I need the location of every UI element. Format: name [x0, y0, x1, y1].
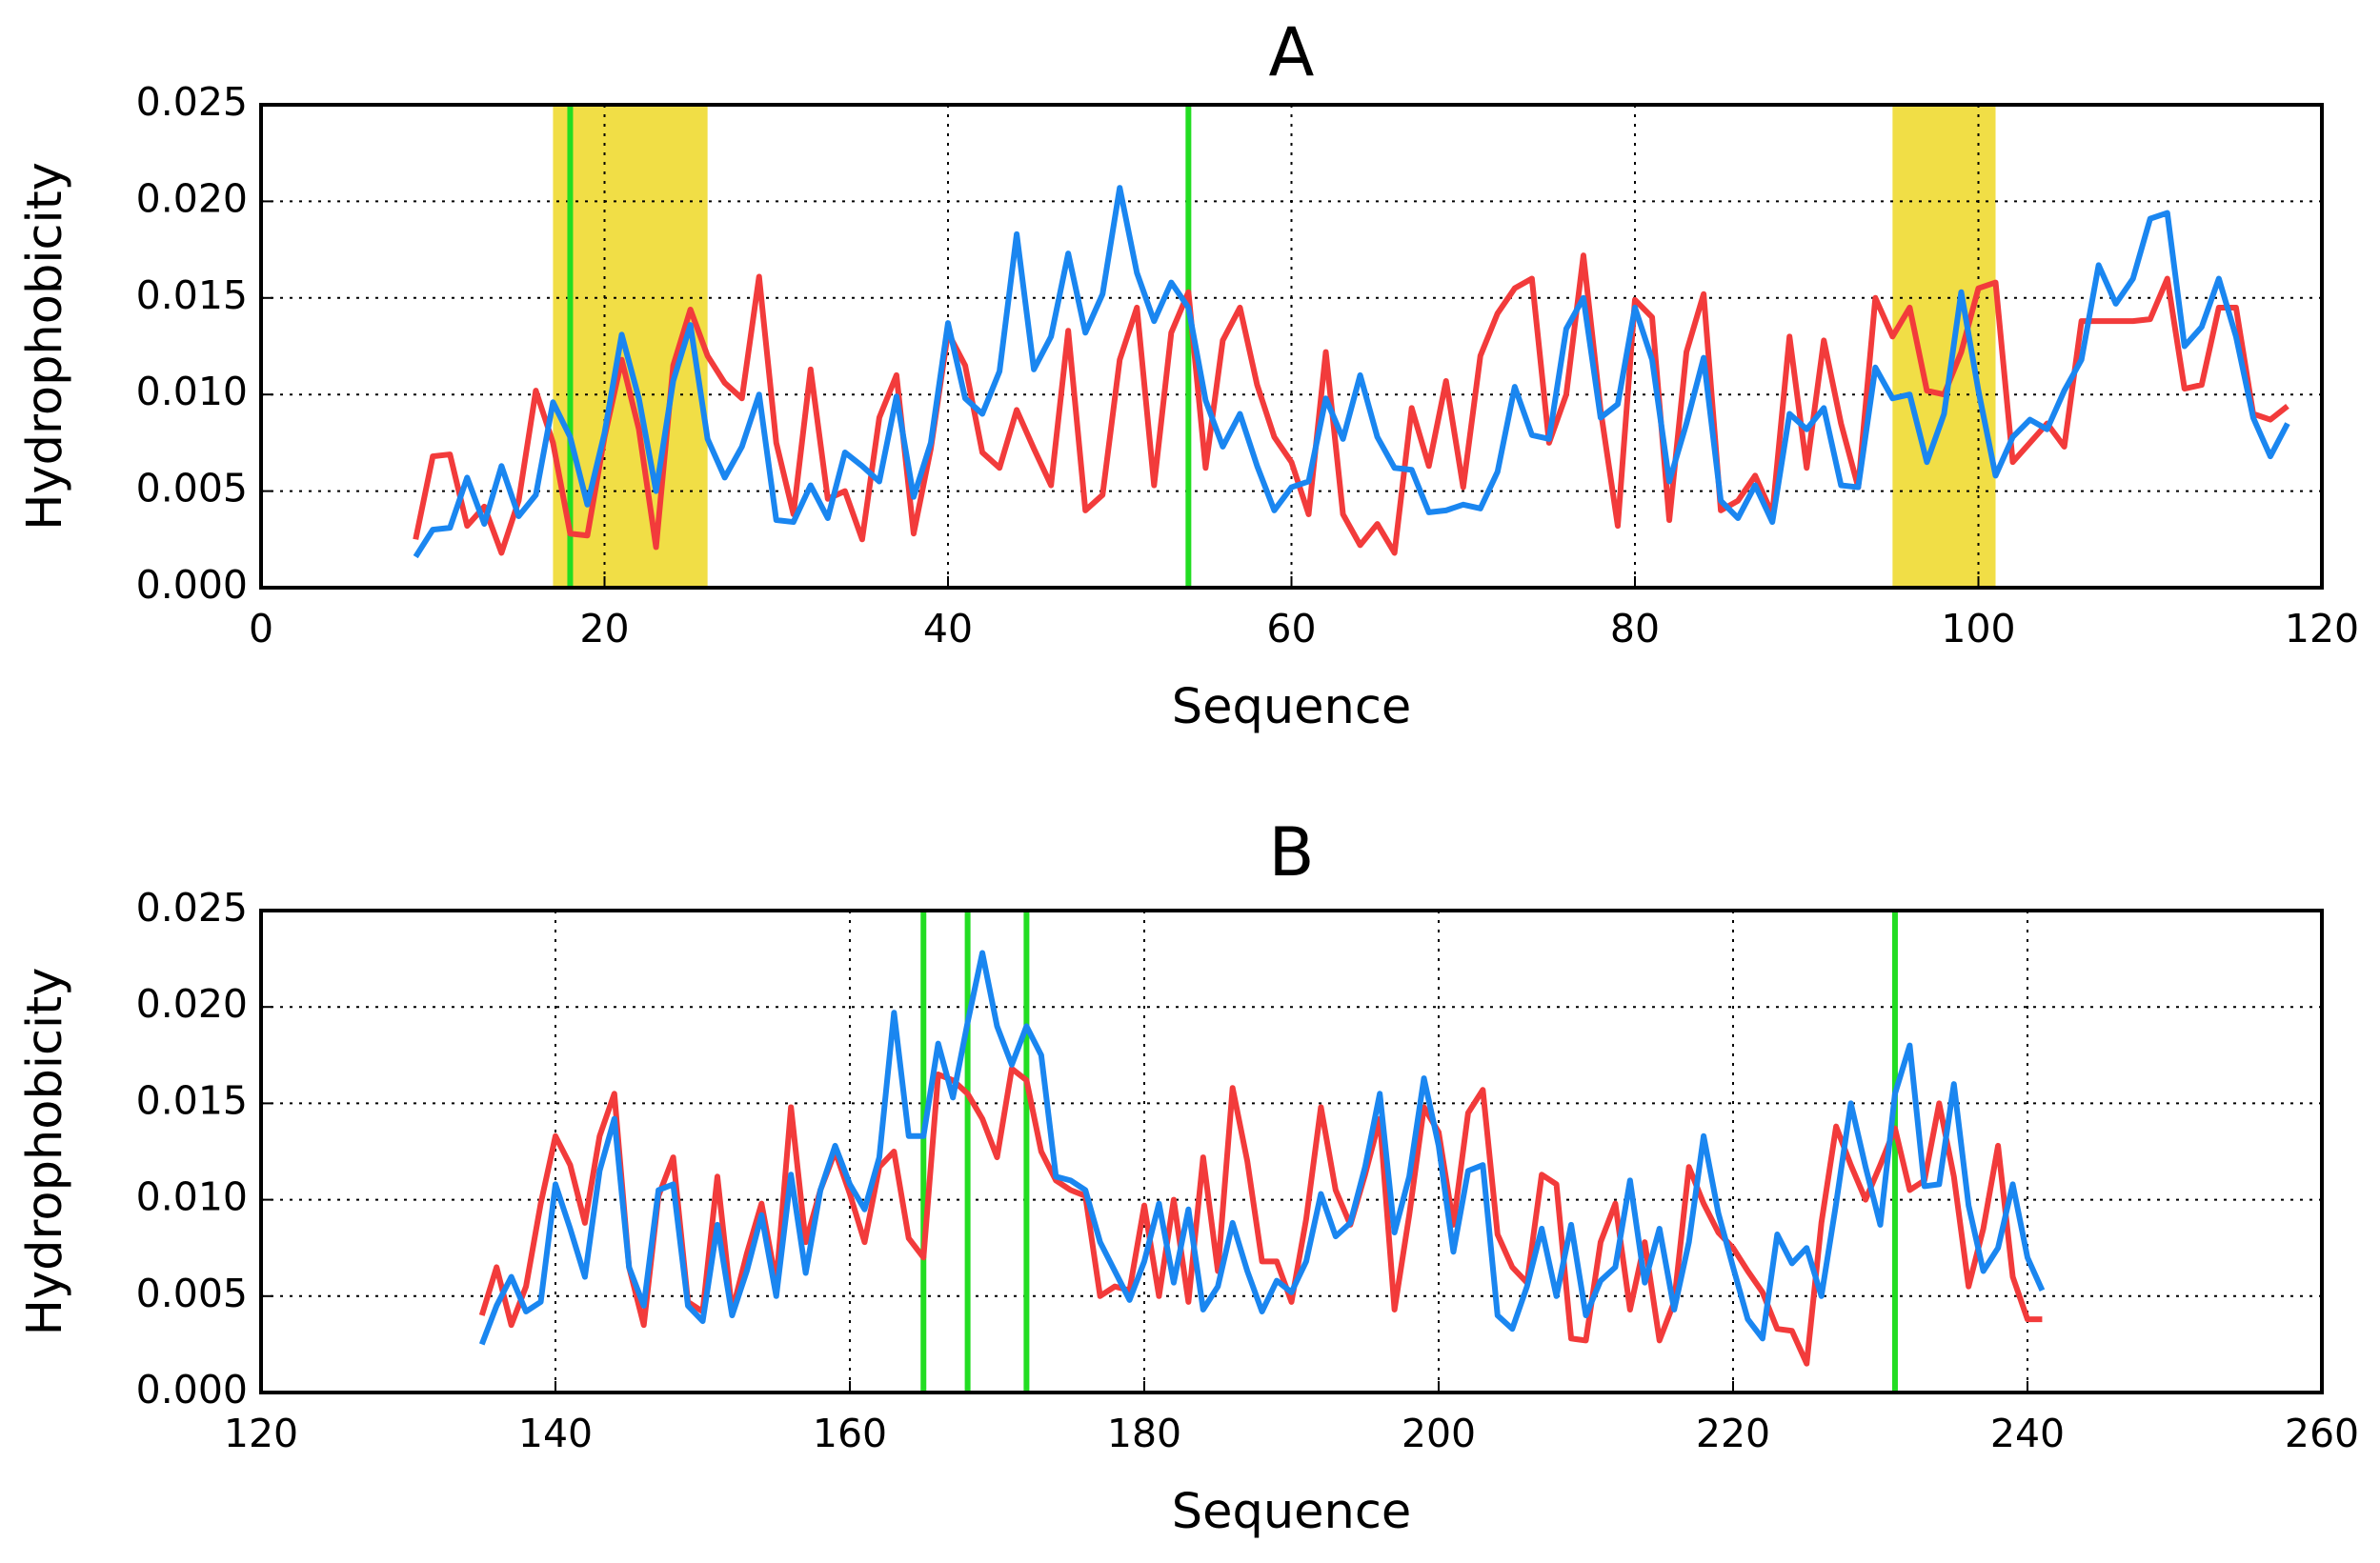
- y-axis-label: Hydrophobicity: [17, 162, 73, 531]
- x-tick-label: 20: [579, 606, 629, 651]
- y-tick-label: 0.020: [136, 175, 248, 221]
- plot-frame: [259, 103, 2324, 590]
- x-tick-label: 120: [224, 1411, 298, 1456]
- y-tick-label: 0.005: [136, 466, 248, 511]
- y-tick-label: 0.015: [136, 1077, 248, 1123]
- plot-frame: [259, 909, 2324, 1394]
- y-tick-label: 0.000: [136, 562, 248, 608]
- chart-title: B: [1268, 813, 1314, 892]
- chart-title: A: [1269, 13, 1315, 91]
- series-line: [413, 185, 2290, 559]
- x-tick-label: 120: [2285, 606, 2359, 651]
- x-axis-label: Sequence: [1172, 1484, 1412, 1540]
- y-tick-label: 0.000: [136, 1367, 248, 1413]
- y-tick-label: 0.010: [136, 1174, 248, 1220]
- x-tick-label: 260: [2285, 1411, 2359, 1456]
- y-tick-label: 0.015: [136, 272, 248, 318]
- y-axis-label: Hydrophobicity: [17, 968, 73, 1336]
- series-line: [478, 1065, 2043, 1367]
- series-line: [413, 252, 2289, 556]
- x-tick-label: 240: [1990, 1411, 2065, 1456]
- y-tick-label: 0.025: [136, 885, 248, 931]
- y-tick-label: 0.005: [136, 1271, 248, 1316]
- x-axis-label: Sequence: [1172, 679, 1412, 735]
- highlight-span: [1892, 105, 1996, 588]
- x-tick-label: 220: [1696, 1411, 1770, 1456]
- x-tick-label: 60: [1266, 606, 1316, 651]
- y-tick-label: 0.020: [136, 981, 248, 1027]
- x-tick-label: 140: [518, 1411, 593, 1456]
- x-tick-label: 160: [813, 1411, 887, 1456]
- series-line: [478, 950, 2046, 1346]
- x-tick-label: 0: [249, 606, 273, 651]
- x-tick-label: 100: [1941, 606, 2015, 651]
- y-tick-label: 0.010: [136, 369, 248, 414]
- x-tick-label: 200: [1402, 1411, 1476, 1456]
- x-tick-label: 80: [1610, 606, 1660, 651]
- y-tick-label: 0.025: [136, 79, 248, 125]
- x-tick-label: 40: [923, 606, 973, 651]
- x-tick-label: 180: [1107, 1411, 1181, 1456]
